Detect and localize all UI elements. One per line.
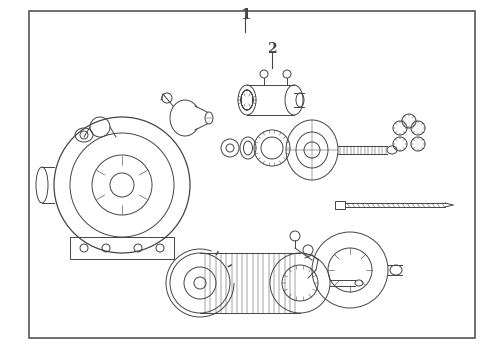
Text: 2: 2 <box>267 42 277 56</box>
Text: 1: 1 <box>240 8 250 22</box>
Bar <box>70 237 174 259</box>
Bar <box>335 201 345 209</box>
